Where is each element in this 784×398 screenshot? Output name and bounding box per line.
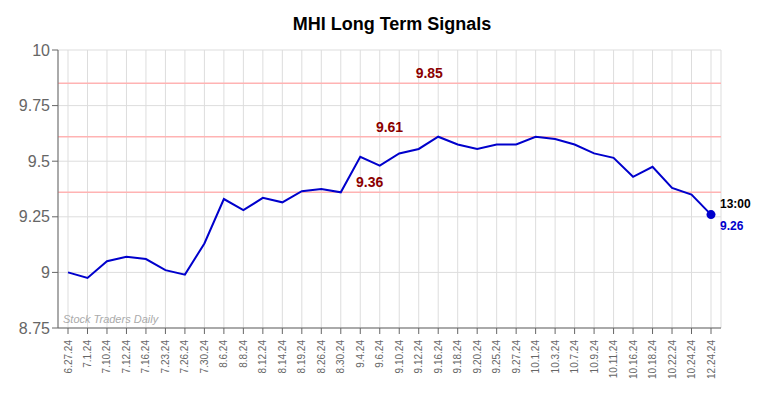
- svg-text:8.30.24: 8.30.24: [335, 340, 346, 374]
- svg-text:9.27.24: 9.27.24: [511, 340, 522, 374]
- svg-text:10.18.24: 10.18.24: [647, 340, 658, 379]
- svg-text:10.16.24: 10.16.24: [628, 340, 639, 379]
- svg-text:8.12.24: 8.12.24: [257, 340, 268, 374]
- svg-text:9.25: 9.25: [19, 208, 50, 225]
- svg-text:9.6.24: 9.6.24: [374, 340, 385, 368]
- svg-text:7.30.24: 7.30.24: [199, 340, 210, 374]
- svg-text:7.16.24: 7.16.24: [140, 340, 151, 374]
- svg-text:13:00: 13:00: [720, 197, 751, 211]
- svg-text:7.10.24: 7.10.24: [101, 340, 112, 374]
- svg-text:7.12.24: 7.12.24: [121, 340, 132, 374]
- svg-text:10.7.24: 10.7.24: [569, 340, 580, 374]
- svg-text:8.19.24: 8.19.24: [296, 340, 307, 374]
- svg-text:10.1.24: 10.1.24: [530, 340, 541, 374]
- svg-text:10.24.24: 10.24.24: [686, 340, 697, 379]
- svg-text:9.16.24: 9.16.24: [433, 340, 444, 374]
- svg-text:8.75: 8.75: [19, 320, 50, 337]
- svg-text:9.5: 9.5: [28, 153, 50, 170]
- svg-text:7.1.24: 7.1.24: [82, 340, 93, 368]
- svg-text:8.8.24: 8.8.24: [238, 340, 249, 368]
- svg-text:9: 9: [41, 264, 50, 281]
- svg-text:9.18.24: 9.18.24: [452, 340, 463, 374]
- html-text:MHI Long Term Signals: MHI Long Term Signals: [292, 14, 492, 34]
- svg-text:8.26.24: 8.26.24: [316, 340, 327, 374]
- svg-text:10: 10: [32, 42, 50, 59]
- svg-text:9.4.24: 9.4.24: [355, 340, 366, 368]
- svg-text:9.10.24: 9.10.24: [394, 340, 405, 374]
- svg-text:9.61: 9.61: [376, 119, 403, 135]
- svg-text:8.6.24: 8.6.24: [218, 340, 229, 368]
- svg-text:9.85: 9.85: [416, 65, 443, 81]
- svg-text:9.20.24: 9.20.24: [472, 340, 483, 374]
- svg-text:9.75: 9.75: [19, 97, 50, 114]
- svg-text:10.3.24: 10.3.24: [550, 340, 561, 374]
- svg-text:12.24.24: 12.24.24: [706, 340, 717, 379]
- svg-text:10.11.24: 10.11.24: [608, 340, 619, 379]
- svg-text:8.14.24: 8.14.24: [277, 340, 288, 374]
- svg-text:9.26: 9.26: [720, 219, 744, 233]
- svg-text:9.36: 9.36: [356, 174, 383, 190]
- svg-text:Stock Traders Daily: Stock Traders Daily: [63, 313, 160, 325]
- svg-text:7.26.24: 7.26.24: [179, 340, 190, 374]
- svg-text:10.9.24: 10.9.24: [589, 340, 600, 374]
- svg-text:9.25.24: 9.25.24: [491, 340, 502, 374]
- svg-text:6.27.24: 6.27.24: [63, 340, 74, 374]
- svg-text:9.12.24: 9.12.24: [413, 340, 424, 374]
- svg-text:10.22.24: 10.22.24: [667, 340, 678, 379]
- svg-text:7.23.24: 7.23.24: [160, 340, 171, 374]
